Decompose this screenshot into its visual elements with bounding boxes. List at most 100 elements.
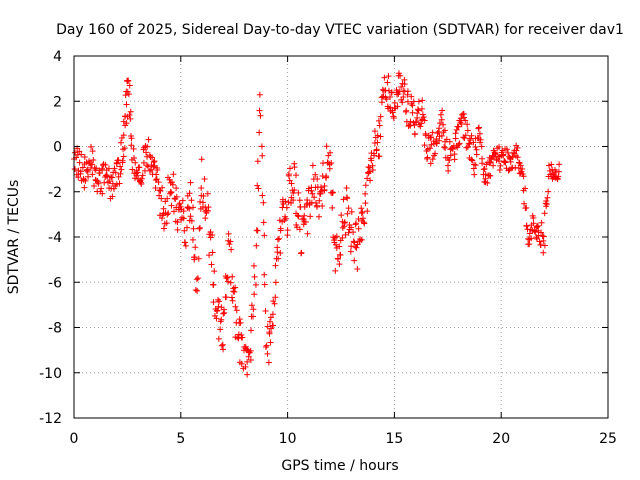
data-point — [138, 175, 145, 182]
data-point — [215, 335, 222, 342]
data-point — [312, 171, 319, 178]
data-point — [354, 241, 361, 248]
data-point — [263, 342, 270, 349]
data-point — [113, 159, 120, 166]
data-point — [149, 154, 156, 161]
data-point — [379, 86, 386, 93]
data-point — [344, 210, 351, 217]
data-point — [541, 210, 548, 217]
data-point — [388, 89, 395, 96]
y-tick-label: 0 — [53, 140, 62, 156]
data-point — [190, 225, 197, 232]
data-point — [438, 132, 445, 139]
data-point — [409, 102, 416, 109]
y-tick-label: -2 — [48, 185, 62, 201]
data-point — [446, 156, 453, 163]
data-point — [538, 229, 545, 236]
y-tick-label: -4 — [48, 230, 62, 246]
data-point — [170, 208, 177, 215]
data-point — [399, 99, 406, 106]
data-point — [374, 132, 381, 139]
data-point — [471, 171, 478, 178]
data-point — [526, 230, 533, 237]
data-point — [168, 189, 175, 196]
data-point — [530, 220, 537, 227]
data-point — [275, 255, 282, 262]
data-point — [475, 124, 482, 131]
y-tick-label: 4 — [53, 49, 62, 65]
data-point — [81, 153, 88, 160]
x-tick-label: 0 — [70, 431, 79, 447]
axis-ticks — [73, 55, 609, 419]
data-point — [174, 219, 181, 226]
data-point — [99, 165, 106, 172]
data-point — [247, 357, 254, 363]
data-point — [343, 184, 350, 191]
data-point — [157, 187, 164, 194]
data-point — [200, 193, 207, 200]
data-point — [453, 126, 460, 133]
data-point — [335, 256, 342, 263]
data-point — [342, 231, 349, 238]
x-axis-label: GPS time / hours — [281, 458, 398, 474]
data-point — [470, 139, 477, 146]
data-point — [371, 128, 378, 135]
data-point — [228, 246, 235, 253]
data-point — [290, 189, 297, 196]
data-point — [91, 182, 98, 189]
data-point — [355, 216, 362, 222]
data-point — [83, 167, 90, 174]
data-point — [120, 118, 127, 125]
data-point — [466, 141, 473, 148]
data-point — [368, 157, 375, 164]
x-tick-labels: 0 5 10 15 20 25 — [70, 431, 617, 447]
data-point — [220, 310, 227, 317]
data-point — [250, 262, 257, 269]
data-point — [81, 184, 88, 191]
data-point — [540, 249, 547, 256]
data-point — [272, 262, 279, 269]
data-point — [421, 117, 428, 124]
data-point — [237, 319, 244, 326]
data-point — [458, 115, 465, 122]
data-point — [394, 103, 401, 110]
data-point — [519, 166, 526, 173]
data-point — [267, 339, 274, 346]
data-point — [173, 185, 180, 192]
data-point — [309, 162, 316, 169]
data-point — [99, 190, 106, 197]
data-point — [113, 181, 120, 188]
data-point — [75, 174, 82, 181]
data-point — [455, 141, 462, 148]
data-point — [102, 161, 109, 168]
data-point — [272, 294, 279, 301]
data-point — [213, 315, 220, 322]
data-point — [258, 143, 265, 150]
data-point — [501, 158, 508, 165]
data-point — [353, 244, 360, 251]
data-point — [294, 212, 301, 219]
data-point — [509, 153, 516, 160]
data-point — [217, 326, 224, 333]
data-point — [321, 183, 328, 190]
data-point — [424, 154, 431, 161]
data-point — [287, 165, 294, 172]
data-point — [407, 118, 414, 125]
data-point — [104, 179, 111, 186]
data-point — [312, 200, 319, 207]
data-point — [436, 120, 443, 127]
data-point — [198, 185, 205, 192]
data-point — [513, 147, 520, 154]
data-point — [242, 363, 249, 370]
data-point — [341, 219, 348, 226]
data-point — [265, 359, 272, 366]
data-point — [432, 139, 439, 146]
data-point — [390, 115, 397, 122]
data-point — [98, 185, 105, 192]
data-point — [327, 149, 334, 156]
data-point — [76, 159, 83, 166]
data-point — [401, 81, 408, 88]
data-point — [298, 249, 305, 256]
data-point — [264, 350, 271, 357]
